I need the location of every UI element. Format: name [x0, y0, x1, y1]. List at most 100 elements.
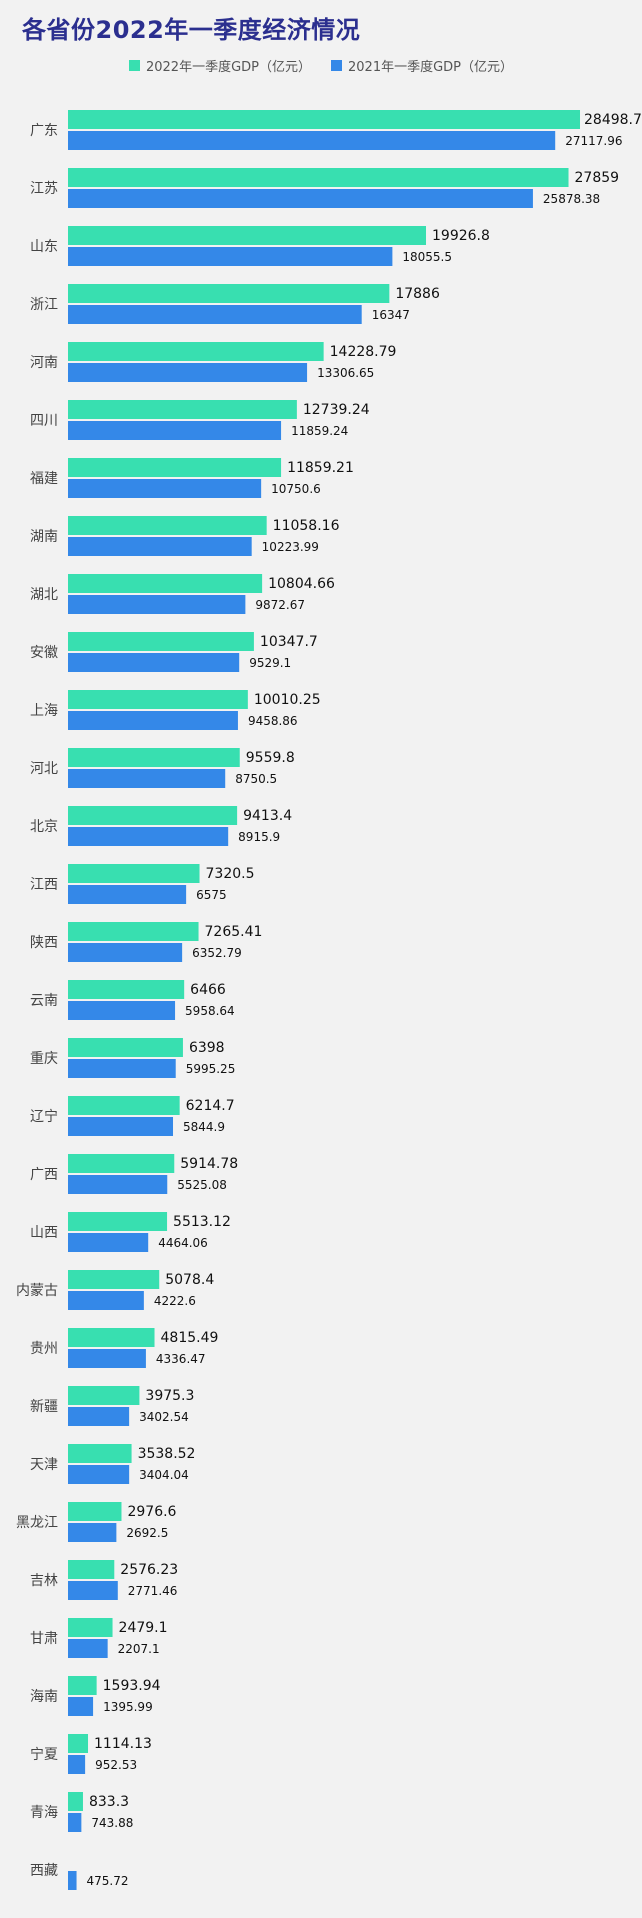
bar-2022[interactable] [68, 632, 254, 651]
data-label-2022: 3538.52 [138, 1446, 196, 1462]
bar-2021[interactable] [68, 769, 226, 788]
bar-2022[interactable] [68, 110, 581, 129]
category-label: 天津 [30, 1457, 58, 1473]
data-label-2022: 9413.4 [243, 808, 292, 824]
bar-2022[interactable] [68, 1154, 175, 1173]
bar-2021[interactable] [68, 1233, 149, 1252]
category-group: 甘肃 2479.1 2207.1 [30, 1618, 168, 1658]
bar-2022[interactable] [68, 922, 199, 941]
bar-2021[interactable] [68, 1407, 130, 1426]
category-label: 宁夏 [30, 1746, 58, 1763]
bar-2022[interactable] [68, 1270, 160, 1289]
category-label: 新疆 [30, 1399, 58, 1415]
data-label-2021: 5525.08 [177, 1178, 227, 1192]
data-label-2021: 18055.5 [402, 250, 452, 264]
bar-2022[interactable] [68, 1618, 113, 1637]
bar-2022[interactable] [68, 168, 569, 187]
bar-2022[interactable] [68, 1096, 180, 1115]
bar-2022[interactable] [68, 516, 267, 535]
bar-2021[interactable] [68, 653, 240, 672]
bar-2022[interactable] [68, 864, 200, 883]
bar-2021[interactable] [68, 1001, 176, 1020]
data-label-2021: 6575 [196, 888, 227, 902]
legend-swatch-2022 [128, 60, 140, 71]
bar-2021[interactable] [68, 479, 262, 498]
bar-2021[interactable] [68, 363, 308, 382]
bar-2021[interactable] [68, 1349, 146, 1368]
bar-2021[interactable] [68, 305, 362, 324]
bar-2022[interactable] [68, 1038, 183, 1057]
category-group: 黑龙江 2976.6 2692.5 [16, 1502, 177, 1542]
bar-2022[interactable] [68, 1444, 132, 1463]
bar-2021[interactable] [68, 1059, 176, 1078]
data-label-2021: 4464.06 [158, 1236, 208, 1250]
data-label-2021: 3404.04 [139, 1468, 189, 1482]
bar-2021[interactable] [68, 1639, 108, 1658]
category-label: 青海 [30, 1805, 58, 1821]
bar-2021[interactable] [68, 1465, 130, 1484]
data-label-2022: 2479.1 [119, 1620, 168, 1636]
data-label-2022: 6398 [189, 1040, 225, 1056]
bar-2022[interactable] [68, 1386, 140, 1405]
category-group: 湖北 10804.66 9872.67 [30, 574, 335, 614]
bar-2021[interactable] [68, 1697, 94, 1716]
data-label-2021: 743.88 [91, 1816, 133, 1830]
data-label-2021: 952.53 [95, 1758, 137, 1772]
data-label-2022: 7320.5 [206, 866, 255, 882]
bar-2021[interactable] [68, 885, 187, 904]
bar-2021[interactable] [68, 1755, 86, 1774]
bar-2021[interactable] [68, 1581, 118, 1600]
bar-2022[interactable] [68, 458, 282, 477]
data-label-2021: 475.72 [87, 1874, 129, 1888]
bar-2021[interactable] [68, 1871, 77, 1890]
category-group: 山东 19926.8 18055.5 [30, 226, 490, 266]
category-group: 辽宁 6214.7 5844.9 [30, 1096, 235, 1136]
bar-2021[interactable] [68, 595, 246, 614]
data-label-2022: 5914.78 [180, 1156, 238, 1172]
bar-2021[interactable] [68, 827, 229, 846]
bar-2021[interactable] [68, 189, 533, 208]
bar-2021[interactable] [68, 1117, 174, 1136]
bar-2022[interactable] [68, 1560, 115, 1579]
data-label-2022: 14228.79 [330, 344, 397, 360]
bar-2021[interactable] [68, 421, 282, 440]
legend-swatch-2021 [331, 60, 342, 71]
data-label-2022: 1593.94 [103, 1678, 161, 1694]
data-label-2021: 4222.6 [154, 1294, 196, 1308]
bar-2021[interactable] [68, 711, 238, 730]
bar-2022[interactable] [68, 1502, 122, 1521]
bar-2022[interactable] [68, 574, 263, 593]
legend-item-2021[interactable]: 2021年一季度GDP（亿元） [331, 56, 513, 75]
data-label-2022: 2576.23 [120, 1562, 178, 1578]
bar-2022[interactable] [68, 1792, 83, 1811]
bar-2021[interactable] [68, 537, 252, 556]
bar-2022[interactable] [68, 226, 427, 245]
legend: 2022年一季度GDP（亿元） 2021年一季度GDP（亿元） [0, 56, 642, 75]
bar-2022[interactable] [68, 284, 390, 303]
bar-2022[interactable] [68, 342, 324, 361]
category-group: 贵州 4815.49 4336.47 [30, 1328, 218, 1368]
bar-2022[interactable] [68, 748, 240, 767]
data-label-2021: 5995.25 [186, 1062, 236, 1076]
bar-2021[interactable] [68, 131, 556, 150]
bar-2021[interactable] [68, 1291, 144, 1310]
data-label-2021: 13306.65 [317, 366, 374, 380]
category-label: 重庆 [30, 1051, 58, 1067]
bar-2021[interactable] [68, 943, 183, 962]
bar-2021[interactable] [68, 247, 393, 266]
bar-2022[interactable] [68, 400, 297, 419]
category-label: 陕西 [30, 935, 58, 951]
data-label-2022: 11058.16 [273, 518, 340, 534]
bar-2022[interactable] [68, 1328, 155, 1347]
bar-2022[interactable] [68, 1212, 168, 1231]
bar-2022[interactable] [68, 690, 248, 709]
legend-item-2022[interactable]: 2022年一季度GDP（亿元） [128, 56, 311, 75]
bar-2022[interactable] [68, 1734, 89, 1753]
bar-2021[interactable] [68, 1523, 117, 1542]
bar-2021[interactable] [68, 1175, 168, 1194]
bar-2021[interactable] [68, 1813, 82, 1832]
bar-2022[interactable] [68, 1676, 97, 1695]
bar-2022[interactable] [68, 980, 185, 999]
bar-2022[interactable] [68, 806, 238, 825]
